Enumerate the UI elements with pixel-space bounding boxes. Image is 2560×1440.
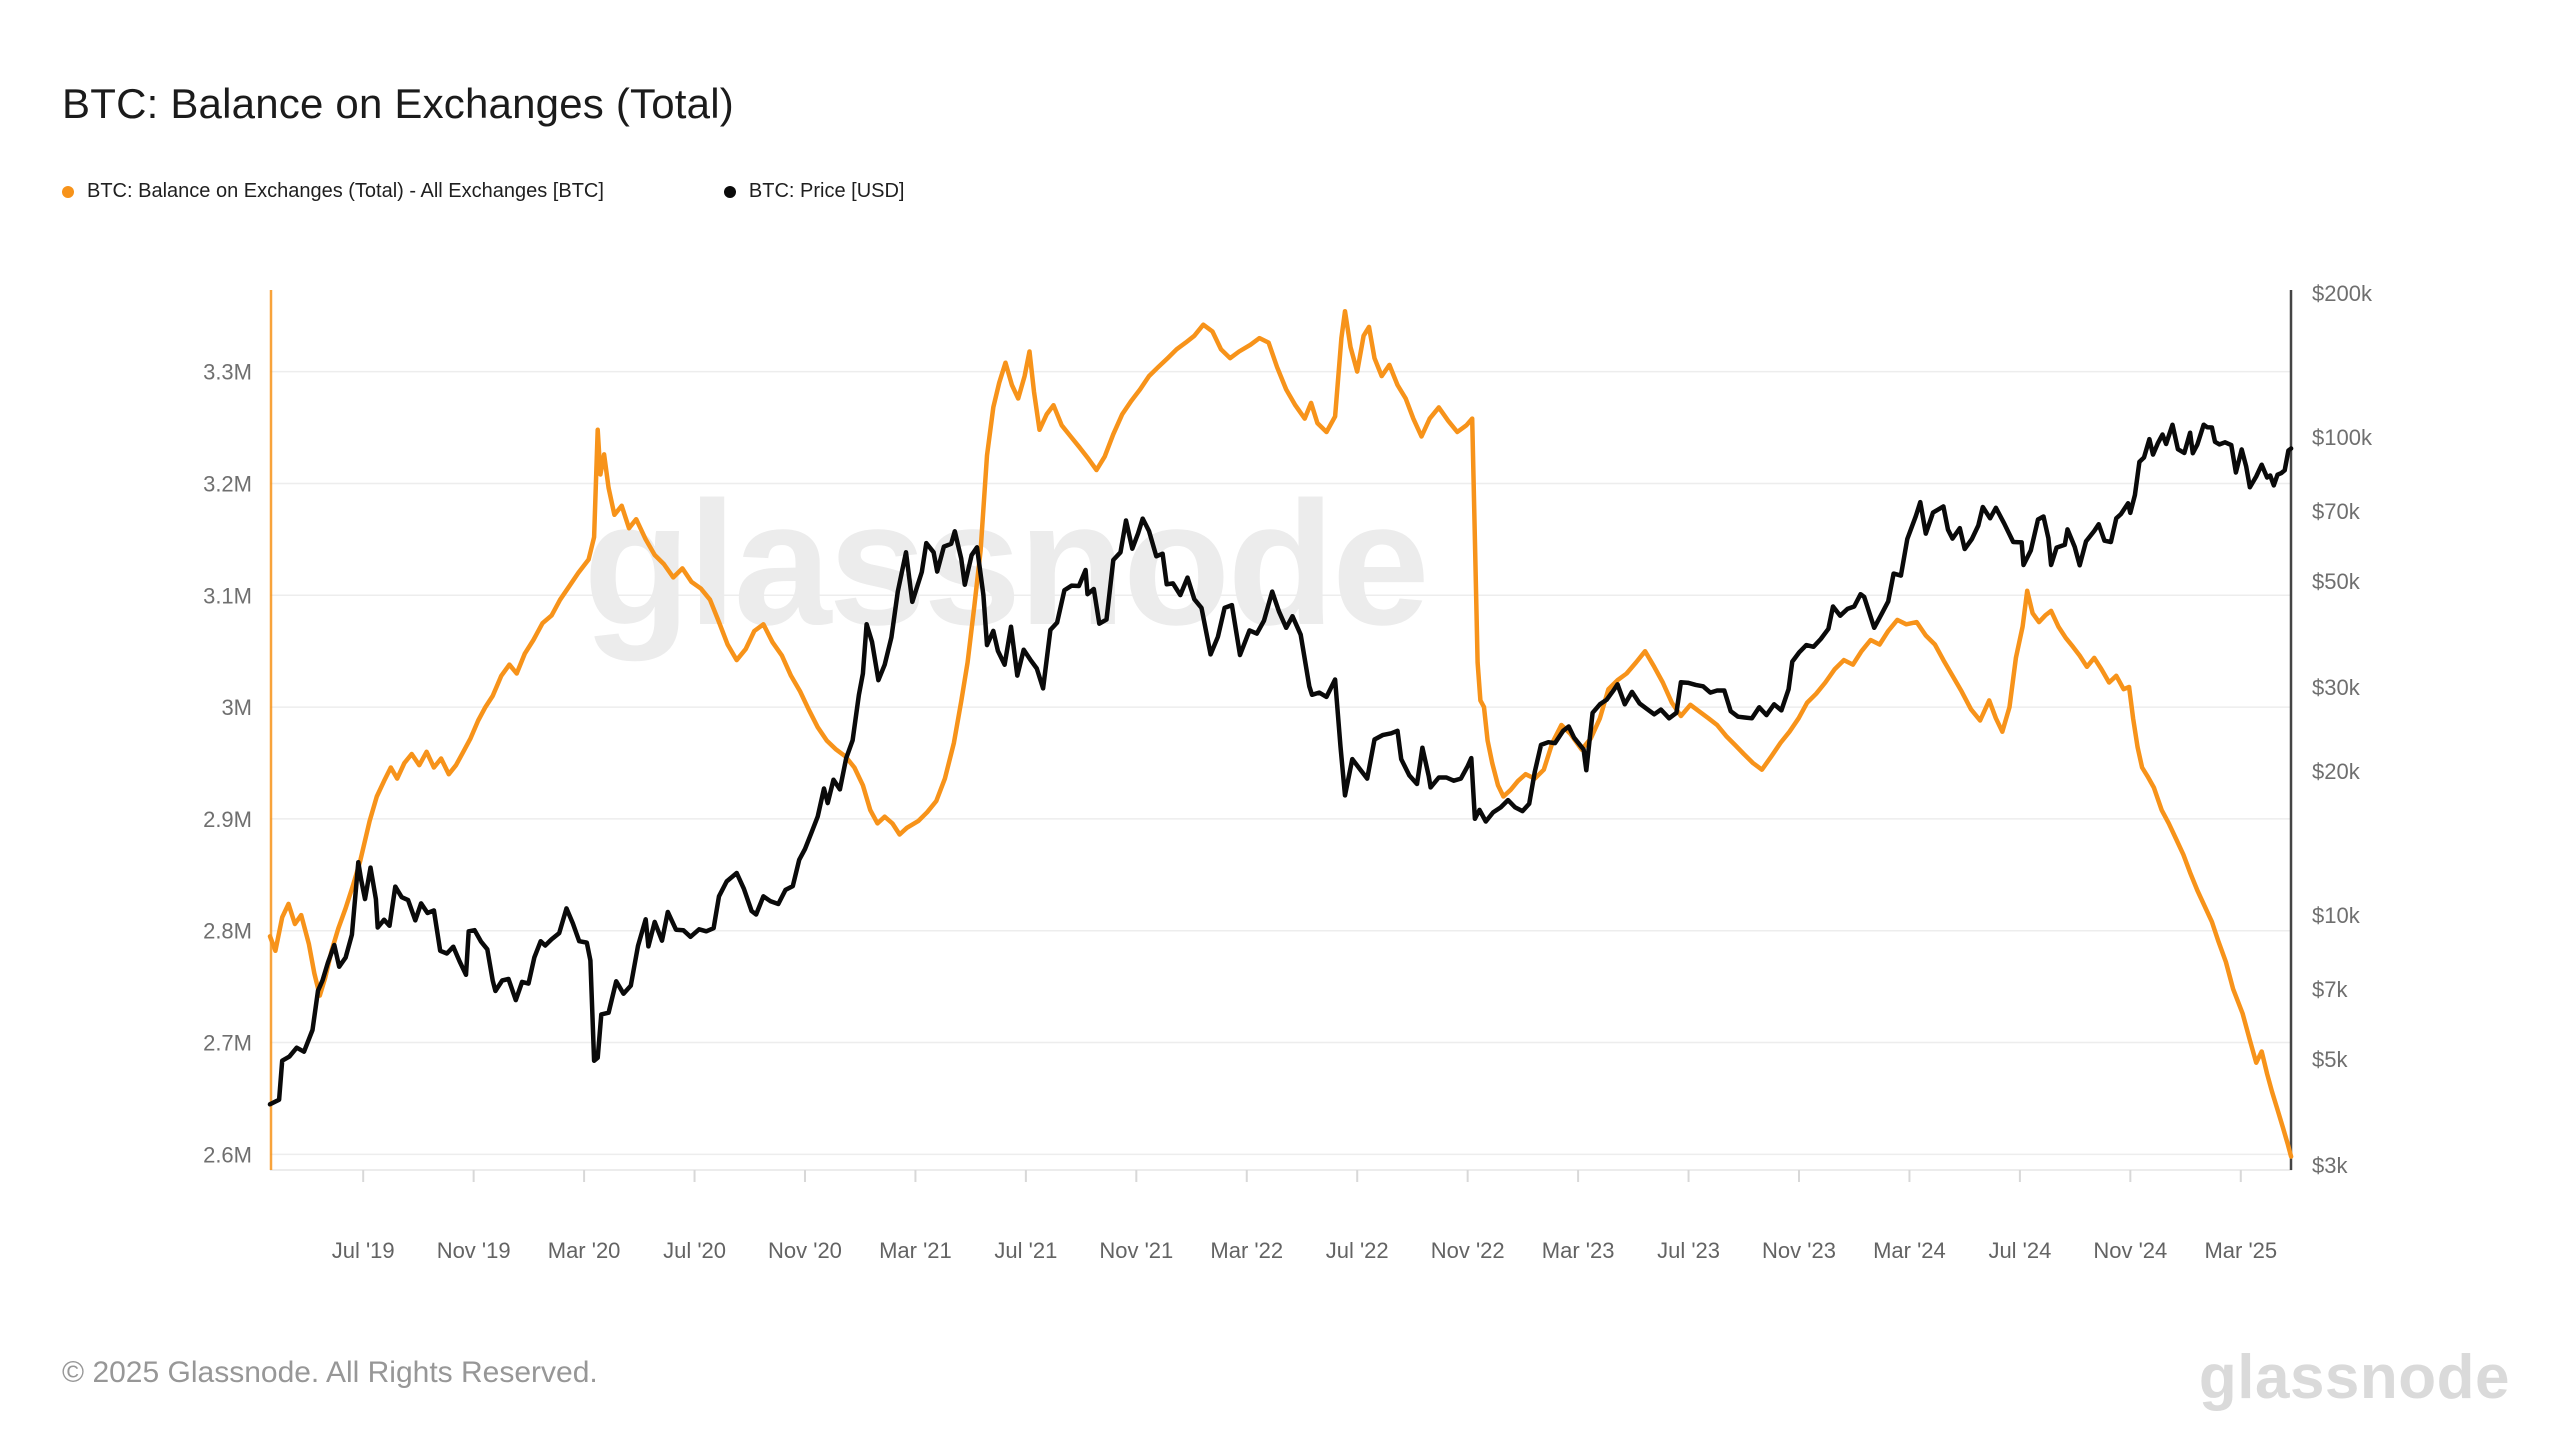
svg-text:3.1M: 3.1M: [203, 583, 252, 608]
glassnode-logo: glassnode: [2198, 1343, 2510, 1412]
svg-text:$70k: $70k: [2312, 499, 2361, 524]
svg-text:2.6M: 2.6M: [203, 1142, 252, 1167]
svg-text:Nov '21: Nov '21: [1099, 1238, 1173, 1263]
legend-item-balance[interactable]: BTC: Balance on Exchanges (Total) - All …: [62, 180, 604, 203]
svg-text:Jul '19: Jul '19: [332, 1238, 395, 1263]
price-series-dot-icon: [723, 185, 736, 198]
svg-text:2.9M: 2.9M: [203, 807, 252, 832]
svg-text:Mar '22: Mar '22: [1210, 1238, 1283, 1263]
balance-line: [267, 308, 2294, 1159]
svg-text:Mar '21: Mar '21: [879, 1238, 952, 1263]
svg-text:Nov '24: Nov '24: [2093, 1238, 2167, 1263]
legend-label-balance: BTC: Balance on Exchanges (Total) - All …: [87, 180, 604, 202]
svg-text:3.2M: 3.2M: [203, 471, 252, 496]
y-axis-left-labels: 3.3M 3.2M 3.1M 3M 2.9M 2.8M 2.7M 2.6M: [203, 360, 252, 1168]
svg-text:Nov '22: Nov '22: [1431, 1238, 1505, 1263]
svg-text:Jul '22: Jul '22: [1326, 1238, 1389, 1263]
svg-text:Jul '23: Jul '23: [1657, 1238, 1720, 1263]
svg-text:Jul '20: Jul '20: [663, 1238, 726, 1263]
svg-text:$50k: $50k: [2312, 569, 2361, 594]
svg-text:Nov '20: Nov '20: [768, 1238, 842, 1263]
balance-series-dot-icon: [62, 185, 74, 198]
chart-legend: BTC: Balance on Exchanges (Total) - All …: [62, 180, 904, 203]
x-axis-ticks: Jul '19 Nov '19 Mar '20 Jul '20 Nov '20 Mar '…: [332, 1170, 2277, 1263]
svg-text:Jul '24: Jul '24: [1988, 1238, 2051, 1263]
price-line: [267, 422, 2294, 1107]
svg-text:$10k: $10k: [2312, 903, 2361, 928]
svg-text:Mar '23: Mar '23: [1542, 1238, 1615, 1263]
y-axis-right-labels: $200k $100k $70k $50k $30k $20k $10k $7k $5k $3k: [2312, 281, 2373, 1178]
svg-text:$200k: $200k: [2312, 281, 2373, 306]
legend-item-price[interactable]: BTC: Price [USD]: [723, 180, 905, 203]
glassnode-watermark: glassnode: [583, 466, 1426, 662]
svg-text:Nov '19: Nov '19: [437, 1238, 511, 1263]
svg-text:3.3M: 3.3M: [203, 360, 252, 385]
svg-text:Mar '24: Mar '24: [1873, 1238, 1946, 1263]
svg-text:$3k: $3k: [2312, 1153, 2348, 1178]
svg-text:Mar '20: Mar '20: [548, 1238, 621, 1263]
page-title: BTC: Balance on Exchanges (Total): [62, 80, 734, 128]
svg-text:$5k: $5k: [2312, 1047, 2348, 1072]
svg-text:Jul '21: Jul '21: [994, 1238, 1057, 1263]
svg-text:$30k: $30k: [2312, 675, 2361, 700]
svg-text:3M: 3M: [221, 695, 252, 720]
svg-text:2.7M: 2.7M: [203, 1031, 252, 1056]
svg-text:$20k: $20k: [2312, 759, 2361, 784]
copyright-text: © 2025 Glassnode. All Rights Reserved.: [62, 1356, 598, 1389]
legend-label-price: BTC: Price [USD]: [748, 180, 905, 202]
svg-text:2.8M: 2.8M: [203, 919, 252, 944]
svg-text:Mar '25: Mar '25: [2204, 1238, 2277, 1263]
svg-text:Nov '23: Nov '23: [1762, 1238, 1836, 1263]
svg-text:$100k: $100k: [2312, 425, 2373, 450]
svg-text:$7k: $7k: [2312, 977, 2348, 1002]
